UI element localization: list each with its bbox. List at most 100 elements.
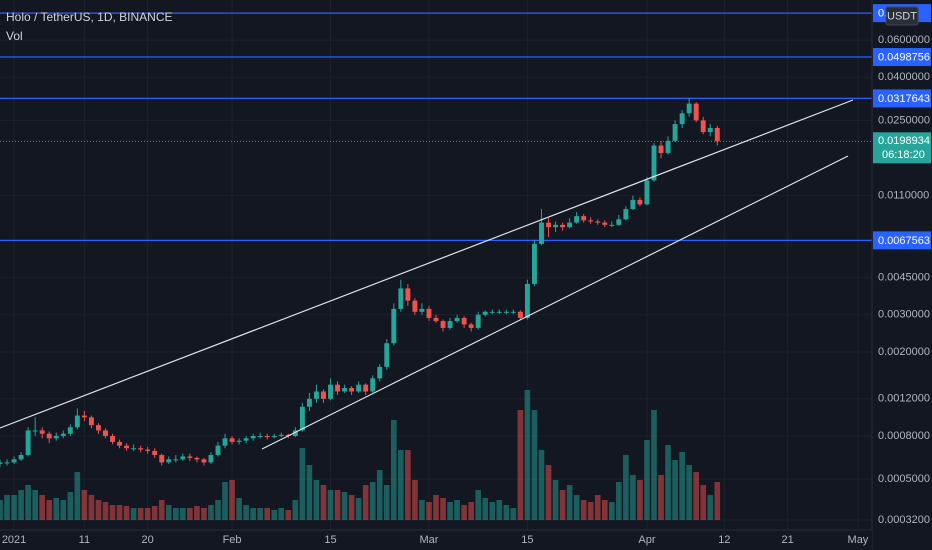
volume-bar: [60, 500, 67, 520]
candle-body: [447, 321, 453, 328]
volume-bar: [587, 502, 594, 520]
candle-body: [581, 216, 587, 221]
volume-bar: [11, 495, 17, 520]
volume-bar: [334, 490, 341, 520]
candle-body: [81, 415, 87, 418]
y-tick-label: 0.0400000: [878, 71, 930, 83]
volume-bar: [109, 505, 116, 520]
volume-bar: [531, 410, 538, 520]
candle-body: [187, 456, 193, 458]
volume-bar: [510, 508, 517, 520]
candle-body: [46, 433, 52, 439]
volume-bar: [440, 498, 446, 520]
candle-body: [215, 445, 221, 456]
candle-body: [644, 180, 650, 205]
volume-bar: [503, 505, 510, 520]
indicator-label[interactable]: Vol: [6, 29, 23, 43]
candle-body: [700, 120, 706, 133]
candle-body: [405, 288, 411, 301]
volume-bar: [257, 508, 264, 520]
volume-bar: [208, 505, 214, 520]
volume-bar: [88, 495, 95, 520]
candle-body: [278, 434, 284, 436]
y-tick-label: 0.0012000: [878, 393, 930, 405]
volume-bar: [46, 500, 53, 520]
volume-bar: [32, 490, 38, 520]
candle-body: [377, 366, 383, 379]
volume-bar: [594, 495, 601, 520]
volume-bar: [165, 505, 172, 520]
candle-body: [4, 462, 10, 464]
y-tick-label: 0.0045000: [878, 272, 930, 284]
volume-bar: [194, 506, 200, 520]
candle-body: [53, 435, 59, 439]
volume-bar: [580, 500, 587, 520]
trend-line-upper[interactable]: [0, 99, 854, 429]
volume-bar: [306, 465, 313, 520]
x-tick-label: 11: [79, 534, 90, 546]
volume-bar: [327, 490, 334, 520]
volume-bar: [644, 440, 650, 520]
candle-body: [60, 433, 66, 436]
candle-body: [609, 224, 615, 226]
volume-bar: [355, 498, 362, 520]
volume-bar: [180, 508, 186, 520]
volume-bar: [250, 508, 256, 520]
candle-body: [67, 427, 73, 434]
volume-bar: [686, 465, 692, 520]
volume-bar: [426, 502, 432, 520]
candle-body: [686, 103, 692, 114]
volume-bar: [95, 500, 102, 520]
candle-body: [539, 222, 544, 244]
currency-badge[interactable]: [885, 6, 919, 26]
candle-body: [489, 311, 495, 313]
volume-bar: [637, 480, 643, 520]
candle-body: [602, 222, 608, 225]
symbol-title[interactable]: Holo / TetherUS, 1D, BINANCE: [6, 10, 173, 24]
candle-body: [426, 308, 432, 318]
volume-bar: [475, 490, 482, 520]
volume-bar: [496, 500, 503, 520]
volume-bar: [482, 498, 489, 520]
volume-bar: [320, 485, 327, 520]
y-tick-label: 0.0005000: [878, 473, 930, 485]
price-axis[interactable]: [872, 0, 932, 530]
volume-bar: [285, 510, 292, 520]
volume-bar: [461, 505, 467, 520]
y-tick-label: 0.0110000: [878, 190, 929, 202]
volume-bar: [130, 508, 137, 520]
y-tick-label: 0.0600000: [878, 34, 930, 46]
candle-body: [707, 128, 713, 133]
last-price-box: [873, 132, 931, 164]
candle-body: [342, 388, 348, 392]
candle-body: [166, 459, 172, 463]
candle-body: [180, 456, 186, 460]
candle-body: [630, 199, 636, 210]
candle-body: [475, 314, 481, 328]
volume-bar: [405, 450, 411, 520]
candle-body: [419, 308, 425, 312]
volume-bar: [271, 510, 278, 520]
candle-body: [482, 311, 488, 315]
candle-body: [454, 317, 460, 322]
volume-bar: [278, 508, 285, 520]
volume-bar: [116, 505, 123, 520]
candle-body: [672, 124, 678, 141]
candle-body: [222, 438, 228, 446]
volume-bar: [566, 485, 573, 520]
candle-body: [658, 145, 664, 154]
candle-body: [391, 308, 397, 344]
candle-body: [271, 435, 277, 438]
volume-bar: [376, 470, 383, 520]
volume-bar: [362, 485, 369, 520]
candles-layer: [0, 97, 720, 468]
axis-labels: 0.0600000 0.0400000 0.0250000 0.0110000 0.00…: [2, 4, 931, 546]
volume-layer: [0, 390, 721, 520]
volume-bar: [517, 410, 524, 520]
candle-body: [152, 450, 158, 456]
time-axis[interactable]: [0, 530, 872, 550]
candle-body: [693, 103, 699, 121]
volume-bar: [137, 508, 144, 520]
x-tick-label: 20: [142, 534, 154, 546]
trend-line-lower[interactable]: [261, 155, 849, 450]
